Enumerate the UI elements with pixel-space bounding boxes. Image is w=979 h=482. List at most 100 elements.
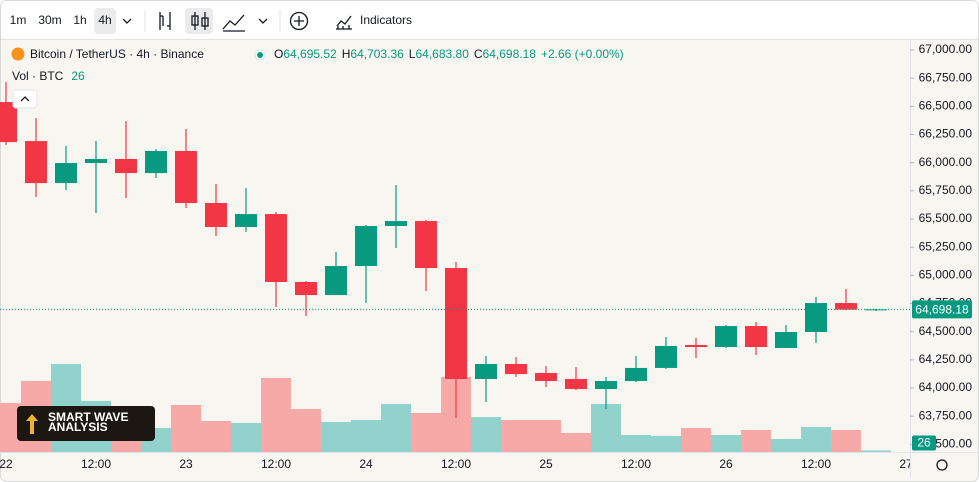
candle-body [145,150,167,174]
interval-button[interactable]: 1h [73,13,86,27]
volume-bar [621,434,651,452]
watermark-text: SMART WAVE [48,410,128,424]
volume-bar [771,438,801,452]
candle-body [235,214,257,228]
candle-body [205,203,227,228]
x-tick-label: 27 [899,457,913,471]
x-tick-label: 25 [539,457,553,471]
candles-icon[interactable] [194,12,206,30]
interval-selected [94,8,116,34]
volume-bar [261,377,291,452]
volume-bar [0,402,21,452]
chart-type-selected [185,8,213,34]
candles-icon-body [201,17,209,27]
candle-body [325,265,347,296]
price-axis: 63,500.0063,750.0064,000.0064,250.0064,5… [0,40,978,478]
indicators-icon[interactable] [336,15,352,30]
settings-icon[interactable] [936,459,948,471]
candle-body [265,214,287,282]
candle-body [475,364,497,379]
candle-body [175,150,197,204]
volume-bar [231,422,261,452]
candle-body [0,102,17,143]
interval-button[interactable]: 1m [10,13,27,27]
volume-bar [201,420,231,452]
volume-bar [321,421,351,452]
y-tick-label: 64,500.00 [919,324,973,338]
compare-icon[interactable] [289,11,309,31]
candle-body [835,303,857,310]
candle-body [685,344,707,348]
volume-bar [801,426,831,452]
x-tick-label: 12:00 [621,457,651,471]
y-tick-label: 63,750.00 [919,408,973,422]
volume-bar [471,416,501,452]
volume-bar [861,450,891,452]
volume-bar [711,434,741,452]
area-icon[interactable] [222,14,245,32]
volume-bar [651,435,681,452]
y-tick-label: 66,000.00 [919,155,973,169]
o-value: 64,695.52 [283,47,337,61]
x-tick-label: 12:00 [81,457,111,471]
time-axis: 22 12:00 23 12:00 24 12:00 25 12:00 26 12:00 27 [0,457,913,471]
interval-button[interactable]: 30m [38,13,61,27]
volume-bar [501,419,531,452]
y-tick-label: 64,000.00 [919,380,973,394]
c-value: 64,698.18 [483,47,537,61]
candle-body [445,268,467,379]
watermark [17,406,155,441]
compare-plus [294,16,304,26]
x-tick-label: 22 [0,457,13,471]
h-key: H [342,47,351,61]
candle-body [805,303,827,333]
h-value: 64,703.36 [350,47,404,61]
candle-body [25,141,47,184]
candle-body [85,158,107,164]
x-tick-label: 12:00 [801,457,831,471]
y-tick-label: 66,500.00 [919,99,973,113]
y-tick-label: 65,000.00 [919,268,973,282]
volume-value: 26 [71,69,85,83]
volume-bar [681,427,711,452]
y-tick-label: 65,250.00 [919,239,973,253]
chevron[interactable] [122,18,132,24]
bars-icon[interactable] [159,12,171,30]
symbol-title: Bitcoin / TetherUS · 4h · Binance [30,47,204,61]
volume-bar [591,403,621,452]
candle-body [715,326,737,348]
symbol-icon [11,47,25,61]
y-tick-label: 65,750.00 [919,183,973,197]
candle-body [595,381,617,390]
candle-body [415,221,437,269]
toolbar [1,1,978,39]
volume-legend: Vol · BTC 26 [12,69,85,83]
collapse-icon [20,96,30,102]
volume-bar [411,412,441,452]
watermark-logo [26,414,38,434]
candle-body [385,221,407,227]
volume-bar [171,404,201,452]
last-price-tag [912,300,972,319]
plot [0,82,910,452]
candle-body [355,226,377,266]
candle-body [565,378,587,390]
c-key: C [474,47,483,61]
x-tick-label: 23 [179,457,193,471]
y-tick-label: 65,500.00 [919,211,973,225]
volume-bar [291,408,321,452]
status-dot [257,52,263,58]
indicators-button[interactable]: Indicators [360,13,412,27]
candles-icon-body [191,15,199,26]
candle-body [655,345,677,368]
x-tick-label: 26 [719,457,733,471]
chevron[interactable] [258,18,268,24]
y-tick-label: 66,250.00 [919,127,973,141]
collapse-button[interactable] [12,89,38,109]
interval-button[interactable]: 4h [98,13,111,27]
volume-bar [831,429,861,452]
candle-body [745,326,767,348]
candle-body [55,163,77,184]
x-tick-label: 12:00 [261,457,291,471]
